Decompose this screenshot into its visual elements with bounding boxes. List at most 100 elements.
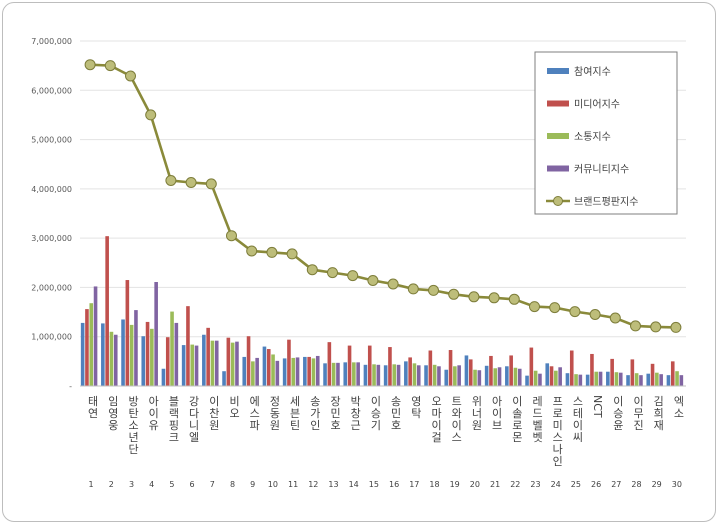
- legend-label: 브랜드평판지수: [574, 196, 638, 208]
- line-point: [266, 246, 278, 258]
- bar: [594, 371, 599, 386]
- bar: [574, 374, 578, 386]
- bar: [303, 356, 307, 386]
- x-index-label: 3: [129, 480, 134, 489]
- bar: [372, 364, 376, 386]
- bar: [174, 322, 179, 386]
- bar: [493, 368, 498, 386]
- bar: [222, 371, 226, 386]
- bar: [80, 322, 85, 386]
- bar: [585, 374, 590, 386]
- bar: [255, 357, 259, 386]
- bar: [230, 342, 235, 386]
- x-index-label: 13: [328, 480, 338, 489]
- x-index-label: 8: [230, 480, 235, 489]
- bar: [242, 356, 247, 386]
- x-index-label: 12: [308, 480, 318, 489]
- bar: [489, 355, 493, 386]
- bar: [134, 310, 138, 386]
- y-tick-label: 4,000,000: [31, 185, 72, 194]
- bar: [408, 357, 412, 386]
- y-tick-label: 6,000,000: [31, 86, 72, 95]
- bar: [610, 358, 614, 386]
- line-point: [185, 177, 197, 188]
- bar: [666, 375, 671, 386]
- bar: [565, 373, 570, 386]
- bar: [424, 365, 428, 386]
- line-point: [670, 321, 682, 333]
- bar: [626, 375, 630, 386]
- bar-series: [80, 236, 684, 386]
- bar: [428, 350, 433, 386]
- x-index-label: 22: [510, 480, 520, 489]
- line-point: [286, 248, 298, 260]
- x-index-label: 7: [210, 480, 215, 489]
- bar: [448, 350, 453, 386]
- x-index-label: 10: [268, 480, 278, 489]
- line-point: [609, 312, 621, 324]
- line-point: [145, 109, 157, 121]
- y-tick-label: 3,000,000: [31, 234, 72, 243]
- bar: [347, 345, 352, 386]
- bar: [444, 369, 449, 386]
- bar: [246, 336, 251, 386]
- legend-label: 소통지수: [574, 131, 611, 143]
- x-index-label: 11: [288, 480, 298, 489]
- bar: [598, 371, 603, 386]
- bar: [327, 342, 332, 386]
- bar: [529, 347, 534, 386]
- x-index-label: 9: [250, 480, 255, 489]
- bar: [363, 364, 368, 386]
- x-index-label: 23: [530, 480, 540, 489]
- x-index-label: 19: [450, 480, 460, 489]
- line-point: [529, 301, 540, 313]
- bar: [145, 321, 150, 386]
- line-point: [125, 70, 136, 82]
- bar: [473, 369, 477, 386]
- x-index-label: 29: [652, 480, 662, 489]
- bar: [484, 365, 489, 386]
- bar: [194, 345, 199, 386]
- bar: [190, 344, 195, 386]
- legend-line-marker: [553, 196, 563, 206]
- legend-swatch: [547, 165, 569, 172]
- x-index-label: 5: [169, 480, 174, 489]
- bar: [509, 355, 513, 386]
- x-index-label: 26: [591, 480, 601, 489]
- y-tick-label: -: [69, 382, 72, 391]
- bar: [554, 370, 558, 386]
- bar: [538, 373, 542, 386]
- bar: [307, 356, 311, 386]
- bar: [89, 303, 94, 386]
- bar: [533, 370, 538, 386]
- bar: [655, 372, 659, 386]
- line-point: [306, 264, 318, 276]
- bar: [468, 359, 473, 386]
- bar: [343, 362, 348, 386]
- x-index-label: 21: [490, 480, 500, 489]
- bar: [453, 366, 457, 386]
- bar: [251, 361, 255, 386]
- legend-swatch: [547, 133, 569, 139]
- bar: [202, 334, 206, 386]
- line-point: [508, 293, 520, 305]
- bar: [170, 311, 174, 386]
- line-point: [205, 178, 217, 190]
- bar: [150, 328, 154, 386]
